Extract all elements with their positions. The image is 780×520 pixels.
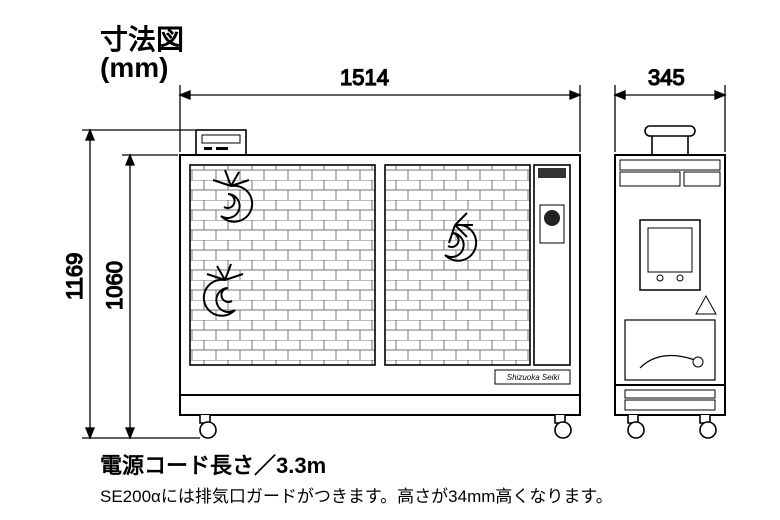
dim-depth: 345: [648, 65, 685, 90]
note: SE200αには排気口ガードがつきます。高さが34mm高くなります。: [100, 482, 613, 507]
cord-length-label: 電源コード長さ／3.3m: [100, 448, 326, 480]
front-view: Shizuoka Seiki: [180, 130, 580, 438]
dim-width: 1514: [340, 65, 389, 90]
side-view: [615, 126, 725, 438]
diagram-svg: Shizuoka Seiki: [0, 0, 780, 520]
dim-height-inner: 1060: [102, 261, 127, 310]
dim-height-outer: 1169: [62, 253, 87, 300]
brand-label: Shizuoka Seiki: [507, 373, 560, 382]
